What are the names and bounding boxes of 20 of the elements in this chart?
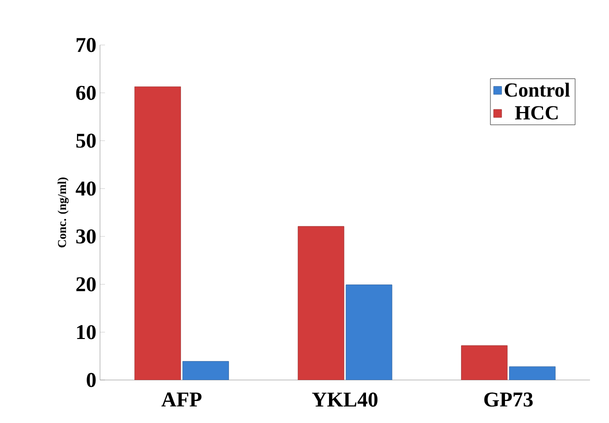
y-tick-label: 40 (76, 181, 96, 196)
bar (509, 366, 556, 380)
legend-label: Control (504, 82, 570, 97)
x-tick-label: AFP (161, 392, 202, 406)
bar (134, 86, 181, 380)
bar (346, 284, 392, 380)
y-tick-label: 10 (77, 325, 96, 340)
bar (461, 345, 508, 380)
x-tick-label: GP73 (484, 392, 533, 407)
legend-label: HCC (515, 106, 558, 120)
y-axis-title: Conc. (ng/ml) (58, 178, 69, 248)
y-tick-label: 70 (76, 38, 96, 52)
y-tick-label: 20 (76, 277, 96, 292)
y-tick-label: 50 (76, 134, 96, 148)
bar (298, 226, 344, 380)
y-tick-label: 30 (76, 229, 96, 244)
y-tick-label: 60 (76, 86, 96, 100)
y-tick-label: 0 (86, 372, 96, 388)
x-tick-label: YKL40 (312, 392, 378, 407)
bar (182, 361, 229, 380)
